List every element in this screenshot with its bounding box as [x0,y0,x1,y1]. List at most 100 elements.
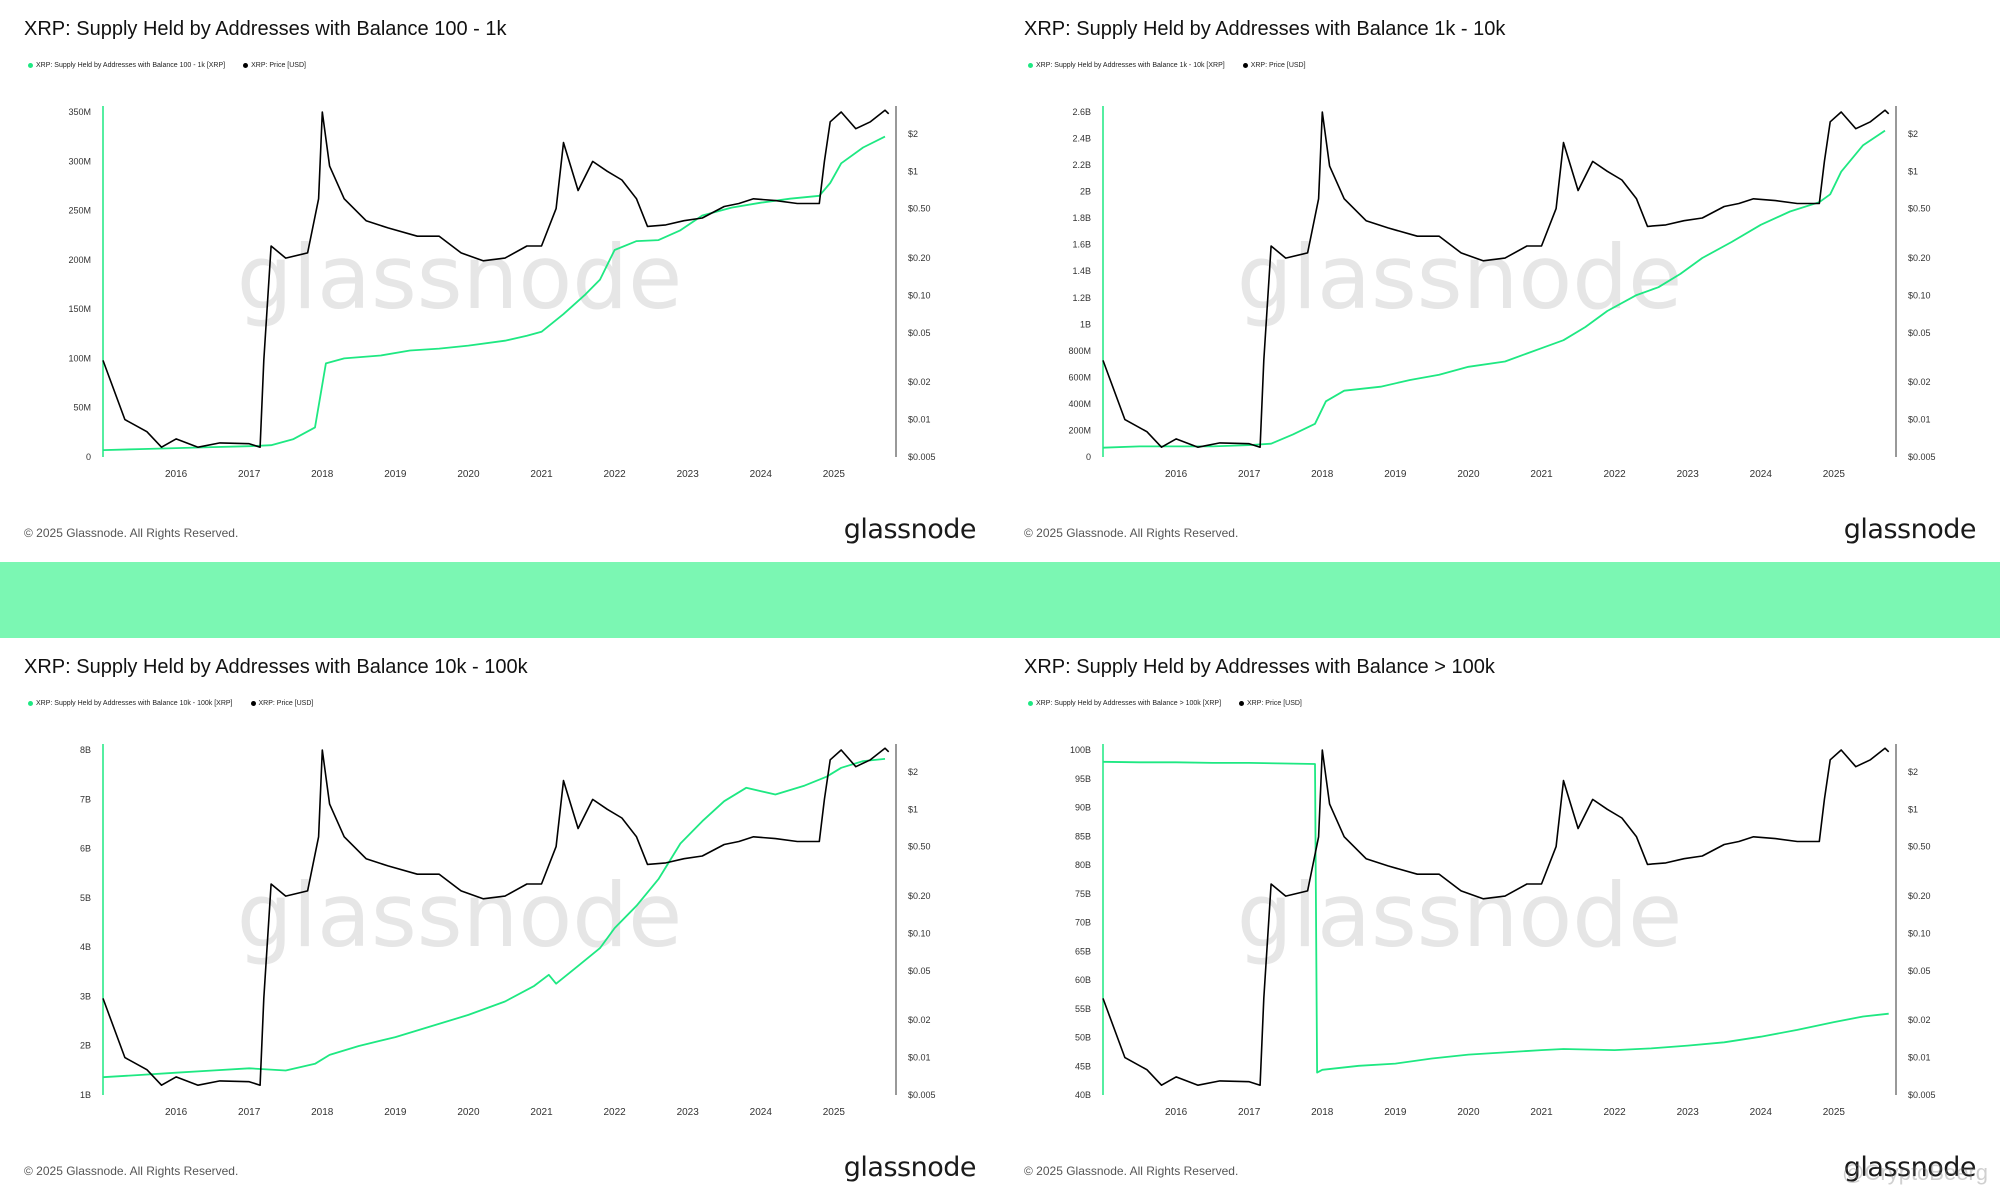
chart-plot: glassnode 350M 300M 250M 200M 150M 100M 50M 0 $2 $… [68,106,936,480]
glassnode-logo: glassnode [843,514,977,545]
chart-legend: XRP: Supply Held by Addresses with Balan… [28,62,306,69]
y-tick-label: 250M [68,206,91,216]
x-tick-label: 2022 [603,469,626,480]
legend-item-price[interactable]: XRP: Price [USD] [243,62,306,69]
chart-legend: XRP: Supply Held by Addresses with Balan… [1028,700,1302,707]
y-tick-label: 50M [73,403,91,413]
x-tick-label: 2024 [750,469,773,480]
legend-item-price[interactable]: XRP: Price [USD] [250,700,314,707]
chart-title: XRP: Supply Held by Addresses with Balan… [24,656,528,678]
supply-line [1102,129,1886,449]
legend-item-supply[interactable]: XRP: Supply Held by Addresses with Balan… [28,62,225,69]
price-tick-label: $0.02 [1908,1015,1931,1025]
legend-item-supply[interactable]: XRP: Supply Held by Addresses with Balan… [1028,62,1225,69]
supply-line [102,758,886,1079]
chart-title: XRP: Supply Held by Addresses with Balan… [1024,18,1506,40]
x-tick-label: 2019 [1384,1107,1407,1118]
chart-watermark: glassnode [1237,226,1683,329]
y-tick-label: 45B [1075,1061,1091,1071]
legend-swatch-price [243,63,249,68]
legend-label-price: XRP: Price [USD] [258,700,314,707]
y-tick-label: 350M [68,107,91,117]
legend-label-supply: XRP: Supply Held by Addresses with Balan… [36,700,233,707]
chart-watermark: glassnode [237,864,683,967]
price-tick-label: $0.02 [908,377,931,387]
x-tick-label: 2022 [603,1107,626,1118]
price-tick-label: $0.02 [1908,377,1931,387]
y-tick-label: 60B [1075,975,1091,985]
x-tick-label: 2016 [165,1107,188,1118]
legend-swatch-supply [1028,701,1033,706]
y-tick-label: 65B [1075,946,1091,956]
chart-panel-0: XRP: Supply Held by Addresses with Balan… [0,0,1000,560]
legend-item-price[interactable]: XRP: Price [USD] [1239,700,1302,707]
price-tick-label: $0.005 [908,452,936,462]
price-tick-label: $1 [908,804,918,814]
price-tick-label: $0.01 [908,415,931,425]
price-tick-label: $0.20 [908,891,931,901]
x-tick-label: 2020 [1457,1107,1480,1118]
price-tick-label: $0.005 [1908,452,1936,462]
x-tick-label: 2019 [384,1107,407,1118]
x-tick-label: 2018 [1311,469,1334,480]
copyright-text: © 2025 Glassnode. All Rights Reserved. [24,526,239,540]
y-tick-label: 85B [1075,831,1091,841]
x-tick-label: 2016 [1165,1107,1188,1118]
x-tick-label: 2024 [1750,1107,1773,1118]
y-tick-label: 2.4B [1072,134,1091,144]
copyright-text: © 2025 Glassnode. All Rights Reserved. [24,1164,239,1178]
y-tick-label: 2B [1080,187,1091,197]
legend-item-supply[interactable]: XRP: Supply Held by Addresses with Balan… [28,700,233,707]
y-tick-label: 90B [1075,803,1091,813]
x-tick-label: 2018 [311,469,334,480]
price-tick-label: $0.10 [1908,928,1931,938]
price-tick-label: $0.05 [1908,328,1931,338]
y-tick-label: 200M [1068,425,1091,435]
price-tick-label: $0.20 [1908,253,1931,263]
legend-label-price: XRP: Price [USD] [251,62,306,69]
y-tick-label: 3B [80,991,91,1001]
x-tick-label: 2023 [677,1107,700,1118]
x-tick-label: 2020 [457,1107,480,1118]
price-tick-label: $0.10 [908,290,931,300]
x-tick-label: 2020 [1457,469,1480,480]
legend-item-supply[interactable]: XRP: Supply Held by Addresses with Balan… [1028,700,1221,707]
x-tick-label: 2017 [238,469,261,480]
x-tick-label: 2025 [823,469,846,480]
price-tick-label: $2 [1908,129,1918,139]
y-tick-label: 2B [80,1041,91,1051]
legend-item-price[interactable]: XRP: Price [USD] [1242,62,1306,69]
price-tick-label: $0.005 [1908,1090,1936,1100]
x-tick-label: 2017 [1238,469,1261,480]
price-tick-label: $0.10 [908,928,931,938]
price-tick-label: $0.20 [1908,891,1931,901]
y-tick-label: 70B [1075,918,1091,928]
y-tick-label: 0 [1086,452,1091,462]
price-tick-label: $0.50 [908,842,931,852]
price-line [102,109,890,449]
y-tick-label: 7B [80,794,91,804]
chart-title: XRP: Supply Held by Addresses with Balan… [1024,656,1495,678]
y-tick-label: 1.2B [1072,293,1091,303]
chart-plot: glassnode 8B 7B 6B 5B 4B 3B 2B 1B $2 $1 $0.50 $0.20 $… [80,744,936,1118]
chart-panel-3: XRP: Supply Held by Addresses with Balan… [1000,638,2000,1198]
x-tick-label: 2022 [1603,469,1626,480]
price-tick-label: $0.005 [908,1090,936,1100]
x-tick-label: 2021 [530,469,553,480]
y-tick-label: 6B [80,844,91,854]
y-tick-label: 1B [1080,319,1091,329]
price-tick-label: $0.01 [908,1053,931,1063]
y-tick-label: 1B [80,1090,91,1100]
y-tick-label: 1.8B [1072,213,1091,223]
y-tick-label: 5B [80,893,91,903]
x-tick-label: 2020 [457,469,480,480]
copyright-text: © 2025 Glassnode. All Rights Reserved. [1024,1164,1239,1178]
price-tick-label: $0.50 [908,204,931,214]
x-tick-label: 2018 [1311,1107,1334,1118]
supply-line [102,135,886,451]
copyright-text: © 2025 Glassnode. All Rights Reserved. [1024,526,1239,540]
y-tick-label: 800M [1068,346,1091,356]
x-tick-label: 2025 [1823,469,1846,480]
price-tick-label: $0.10 [1908,290,1931,300]
price-tick-label: $0.50 [1908,842,1931,852]
